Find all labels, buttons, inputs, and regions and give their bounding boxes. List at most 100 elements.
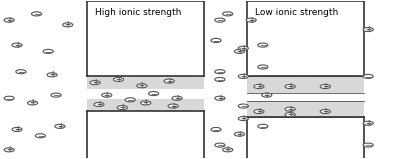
- Text: +: +: [248, 16, 254, 25]
- Text: +: +: [143, 98, 149, 107]
- Text: +: +: [14, 41, 20, 50]
- Text: −: −: [364, 141, 372, 150]
- Text: +: +: [287, 105, 293, 114]
- Text: −: −: [17, 67, 25, 76]
- Circle shape: [117, 106, 127, 110]
- Circle shape: [363, 28, 373, 31]
- Circle shape: [363, 74, 373, 78]
- Text: +: +: [96, 100, 102, 109]
- Circle shape: [215, 70, 225, 74]
- Text: +: +: [287, 110, 293, 119]
- Text: +: +: [166, 77, 172, 86]
- Circle shape: [125, 98, 135, 102]
- Text: −: −: [259, 62, 266, 72]
- Circle shape: [223, 148, 233, 152]
- Text: +: +: [240, 72, 246, 81]
- Circle shape: [238, 74, 248, 78]
- Text: +: +: [256, 107, 262, 116]
- Circle shape: [16, 70, 26, 74]
- Circle shape: [114, 77, 123, 82]
- Circle shape: [363, 121, 373, 125]
- Circle shape: [62, 23, 73, 27]
- Text: +: +: [236, 47, 242, 56]
- Text: −: −: [6, 94, 13, 103]
- Text: High ionic strength: High ionic strength: [95, 8, 182, 17]
- Circle shape: [254, 84, 264, 89]
- Circle shape: [320, 84, 331, 89]
- Circle shape: [258, 124, 268, 128]
- Circle shape: [234, 49, 244, 53]
- FancyBboxPatch shape: [247, 101, 364, 117]
- Circle shape: [285, 107, 295, 111]
- Text: −: −: [216, 67, 224, 76]
- Circle shape: [215, 143, 225, 147]
- Text: +: +: [139, 81, 145, 90]
- Text: +: +: [6, 16, 12, 25]
- Circle shape: [164, 79, 174, 83]
- Circle shape: [246, 18, 256, 22]
- Circle shape: [94, 102, 104, 107]
- Text: +: +: [365, 119, 371, 128]
- Text: −: −: [240, 102, 247, 111]
- Circle shape: [35, 134, 46, 138]
- Circle shape: [172, 96, 182, 100]
- Text: +: +: [174, 94, 180, 103]
- Circle shape: [234, 132, 244, 136]
- Circle shape: [285, 84, 295, 89]
- Circle shape: [215, 77, 225, 82]
- Circle shape: [258, 43, 268, 47]
- FancyBboxPatch shape: [87, 99, 204, 111]
- Circle shape: [211, 128, 221, 131]
- Text: −: −: [216, 141, 224, 150]
- Circle shape: [285, 113, 295, 117]
- Text: +: +: [49, 70, 55, 79]
- Circle shape: [102, 93, 112, 97]
- Circle shape: [215, 96, 225, 100]
- Text: −: −: [259, 122, 266, 131]
- FancyBboxPatch shape: [247, 76, 364, 93]
- Text: −: −: [127, 95, 134, 104]
- Text: +: +: [240, 44, 246, 53]
- Text: +: +: [170, 102, 176, 111]
- Circle shape: [149, 92, 159, 96]
- Text: +: +: [92, 78, 98, 87]
- Circle shape: [215, 18, 225, 22]
- Circle shape: [223, 12, 233, 16]
- Text: +: +: [264, 91, 270, 100]
- Text: Low ionic strength: Low ionic strength: [255, 8, 338, 17]
- Circle shape: [43, 49, 53, 53]
- Circle shape: [254, 110, 264, 114]
- Circle shape: [258, 65, 268, 69]
- Circle shape: [262, 93, 272, 97]
- Text: −: −: [224, 9, 231, 18]
- Circle shape: [238, 46, 248, 50]
- Text: +: +: [14, 125, 20, 134]
- Circle shape: [51, 93, 61, 97]
- Circle shape: [4, 148, 14, 152]
- Circle shape: [168, 104, 178, 108]
- Text: +: +: [29, 98, 36, 107]
- Text: +: +: [115, 75, 121, 84]
- Circle shape: [31, 12, 42, 16]
- Circle shape: [211, 38, 221, 42]
- Text: −: −: [37, 131, 44, 140]
- Text: −: −: [33, 9, 40, 18]
- Text: +: +: [236, 130, 242, 139]
- Circle shape: [363, 143, 373, 147]
- Text: −: −: [216, 75, 224, 84]
- Circle shape: [141, 101, 151, 105]
- Circle shape: [320, 110, 331, 114]
- Circle shape: [137, 84, 147, 88]
- Circle shape: [238, 104, 248, 108]
- Text: +: +: [365, 25, 371, 34]
- Circle shape: [12, 128, 22, 131]
- Text: +: +: [57, 122, 63, 131]
- Circle shape: [55, 124, 65, 128]
- Text: −: −: [259, 41, 266, 50]
- Text: +: +: [256, 82, 262, 91]
- Circle shape: [47, 73, 57, 77]
- Text: +: +: [64, 20, 71, 29]
- Text: +: +: [104, 91, 110, 100]
- Circle shape: [4, 18, 14, 22]
- Text: +: +: [6, 145, 12, 154]
